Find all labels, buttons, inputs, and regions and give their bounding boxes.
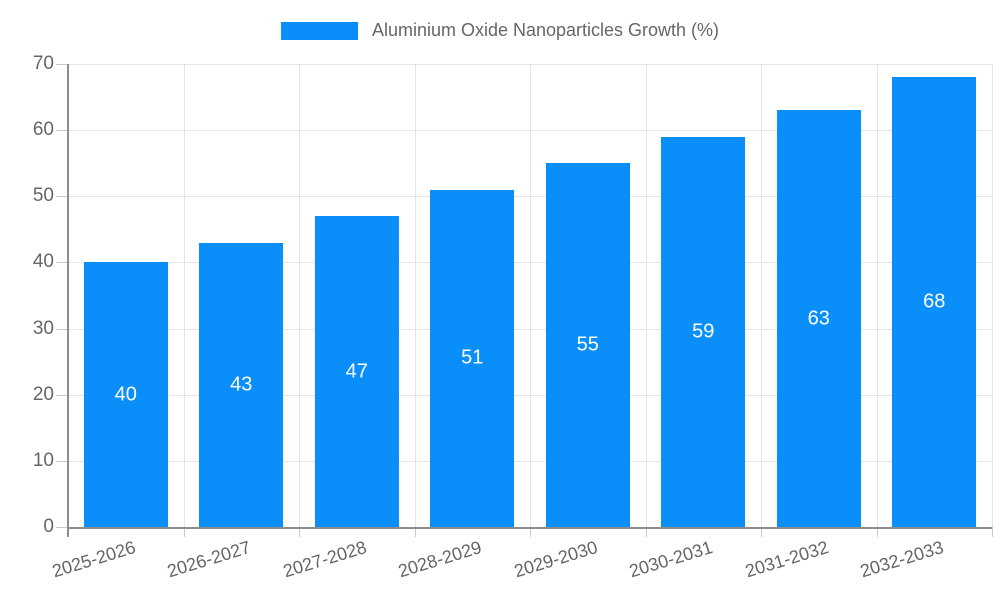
x-axis-tick: [876, 527, 878, 537]
x-axis-category-label: 2027-2028: [280, 537, 369, 582]
bar[interactable]: 59: [661, 136, 746, 527]
bar[interactable]: 47: [314, 216, 399, 527]
x-axis-category-label: 2030-2031: [626, 537, 716, 582]
y-axis-tick: [56, 130, 68, 132]
bar-value-label: 55: [576, 333, 599, 356]
legend-swatch-icon: [280, 21, 358, 40]
y-axis-tick-label: 50: [32, 185, 54, 207]
y-axis-tick: [56, 527, 68, 528]
v-gridline: [299, 64, 300, 527]
v-gridline: [645, 64, 647, 527]
bar-value-label: 47: [345, 360, 368, 383]
v-gridline: [183, 64, 185, 527]
v-gridline: [876, 64, 878, 527]
y-axis-tick-label: 70: [32, 53, 54, 74]
bar[interactable]: 63: [776, 110, 861, 527]
bar-value-label: 51: [461, 346, 484, 369]
y-axis-tick-label: 40: [32, 251, 54, 273]
y-axis-tick: [56, 328, 68, 330]
x-axis-category-label: 2025-2026: [49, 537, 138, 582]
v-gridline: [992, 64, 993, 527]
x-axis-line: [67, 527, 992, 529]
bar-value-label: 63: [807, 307, 830, 330]
bar-value-label: 68: [923, 290, 946, 313]
bar[interactable]: 40: [83, 262, 168, 527]
bar[interactable]: 55: [545, 163, 630, 527]
y-axis-tick: [56, 64, 68, 65]
bar[interactable]: 51: [430, 189, 515, 527]
y-axis-tick-label: 10: [32, 449, 54, 471]
y-axis-tick: [56, 196, 68, 198]
y-axis-line: [67, 64, 69, 537]
x-axis-tick: [299, 527, 300, 537]
x-axis-category-label: 2029-2030: [511, 537, 600, 582]
bar[interactable]: 68: [892, 77, 977, 527]
x-axis-category-label: 2031-2032: [742, 537, 831, 582]
x-axis-category-label: 2032-2033: [857, 537, 947, 582]
bar[interactable]: 43: [199, 242, 284, 527]
y-axis-tick-label: 20: [32, 383, 54, 405]
y-axis-tick: [56, 460, 68, 462]
x-axis-tick: [992, 527, 993, 537]
x-axis-tick: [530, 527, 531, 537]
v-gridline: [530, 64, 531, 527]
y-axis-tick-label: 30: [32, 317, 54, 339]
x-axis-category-label: 2026-2027: [164, 537, 254, 582]
x-axis-tick: [183, 527, 185, 537]
legend-label: Aluminium Oxide Nanoparticles Growth (%): [371, 20, 720, 40]
v-gridline: [414, 64, 416, 527]
y-axis-tick-label: 60: [32, 119, 54, 141]
y-axis-tick-label: 0: [43, 516, 54, 537]
x-axis-tick: [761, 527, 762, 537]
x-axis-tick: [414, 527, 416, 537]
x-axis-category-label: 2028-2029: [395, 537, 485, 582]
y-axis-tick: [56, 262, 68, 264]
chart-legend[interactable]: Aluminium Oxide Nanoparticles Growth (%): [0, 20, 1000, 41]
v-gridline: [761, 64, 762, 527]
y-axis-tick: [56, 394, 68, 396]
bar-value-label: 40: [114, 383, 137, 406]
bar-value-label: 43: [230, 373, 253, 396]
x-axis-tick: [645, 527, 647, 537]
bar-value-label: 59: [692, 320, 715, 343]
